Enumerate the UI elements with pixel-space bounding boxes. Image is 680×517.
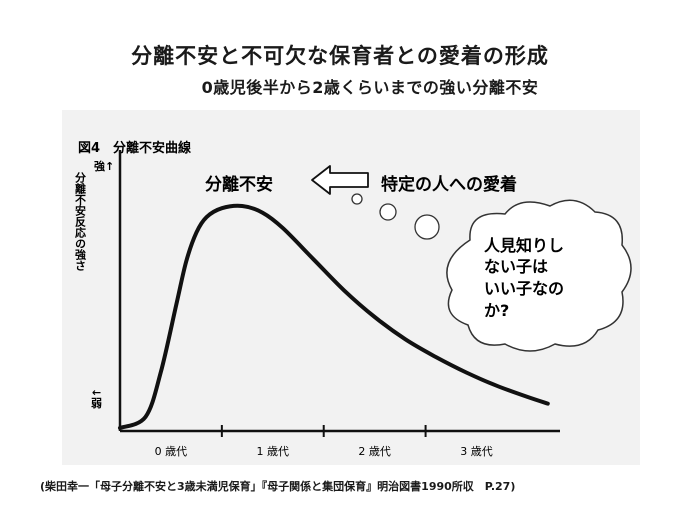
x-tick-label: 3 歳代 bbox=[460, 445, 493, 458]
source-caption: (柴田幸一「母子分離不安と3歳未満児保育」『母子関係と集団保育』明治図書1990… bbox=[40, 480, 516, 493]
page-subtitle: 0歳児後半から2歳くらいまでの強い分離不安 bbox=[201, 78, 539, 97]
thought-line-4: か? bbox=[484, 301, 509, 320]
thought-cloud bbox=[446, 199, 632, 352]
y-axis-label: 分離不安反応の強さ bbox=[74, 171, 87, 272]
y-top-label: 強↑ bbox=[94, 159, 114, 173]
thought-line-1: 人見知りし bbox=[484, 236, 564, 255]
thought-line-2: ない子は bbox=[484, 257, 548, 276]
label-attachment: 特定の人への愛着 bbox=[381, 174, 517, 195]
x-tick-label: 2 歳代 bbox=[358, 445, 391, 458]
page-title: 分離不安と不可欠な保育者との愛着の形成 bbox=[131, 44, 549, 68]
label-separation-anxiety: 分離不安 bbox=[205, 174, 273, 195]
thought-line-3: いい子なの bbox=[484, 279, 564, 298]
thought-dot-large bbox=[414, 214, 440, 240]
y-bottom-label: ↓弱 bbox=[90, 388, 103, 409]
anxiety-curve-line bbox=[118, 203, 550, 430]
left-arrow bbox=[311, 165, 369, 195]
x-tick-label: 0 歳代 bbox=[155, 445, 188, 458]
thought-dot-medium bbox=[379, 203, 397, 221]
chart-title: 図4 分離不安曲線 bbox=[78, 140, 192, 156]
x-tick-label: 1 歳代 bbox=[257, 445, 290, 458]
thought-dot-small bbox=[351, 193, 363, 205]
